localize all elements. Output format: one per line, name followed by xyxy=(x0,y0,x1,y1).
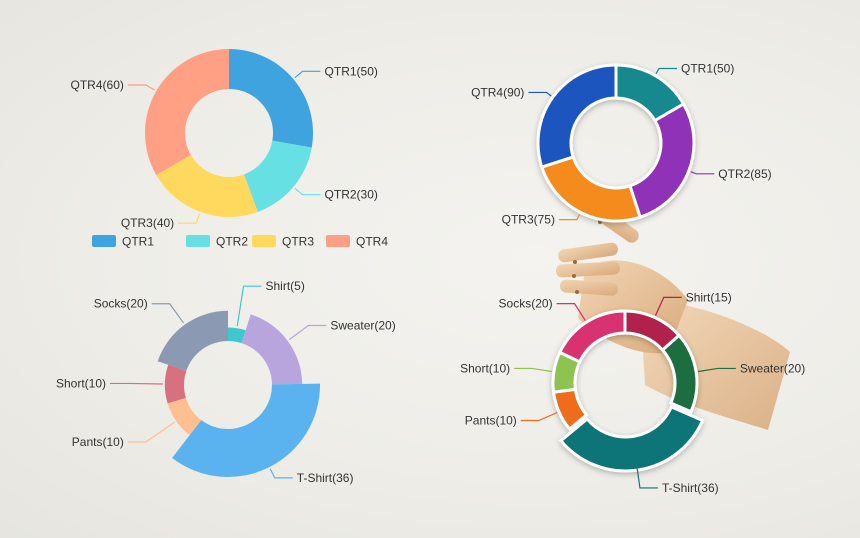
slice-pants xyxy=(167,397,202,436)
slice-t-shirt xyxy=(558,404,705,473)
data-label-qtr3: QTR3(75) xyxy=(502,213,555,227)
legend-swatch-qtr1[interactable] xyxy=(92,235,116,247)
leader-line-pants xyxy=(127,421,175,443)
legend-label-qtr1[interactable]: QTR1 xyxy=(122,235,154,249)
leader-line-qtr3 xyxy=(178,213,201,224)
slice-socks xyxy=(157,310,228,371)
data-label-shirt: Shirt(15) xyxy=(686,290,732,304)
slice-qtr4 xyxy=(144,49,229,175)
legend-label-qtr3[interactable]: QTR3 xyxy=(282,235,314,249)
leader-line-t-shirt xyxy=(636,468,658,489)
slice-sweater xyxy=(660,333,699,414)
data-label-qtr4: QTR4(60) xyxy=(71,78,124,92)
slice-sweater xyxy=(241,314,303,385)
leader-line-shirt xyxy=(654,296,682,316)
legend-swatch-qtr2[interactable] xyxy=(186,235,210,247)
data-label-pants: Pants(10) xyxy=(465,414,517,428)
slice-socks xyxy=(557,309,627,364)
leader-line-qtr4 xyxy=(127,84,155,91)
leader-line-qtr1 xyxy=(294,70,321,79)
leader-line-qtr3 xyxy=(558,214,581,221)
data-label-pants: Pants(10) xyxy=(72,435,124,449)
slice-shirt xyxy=(228,327,246,344)
leader-line-socks xyxy=(151,303,185,324)
data-label-qtr1: QTR1(50) xyxy=(325,64,378,78)
data-label-short: Short(10) xyxy=(460,361,510,375)
leader-line-socks xyxy=(556,303,586,321)
legend-swatch-qtr3[interactable] xyxy=(252,235,276,247)
slice-qtr2 xyxy=(244,140,312,212)
data-label-socks: Socks(20) xyxy=(499,297,553,311)
data-label-t-shirt: T-Shirt(36) xyxy=(662,481,719,495)
leader-line-qtr2 xyxy=(294,187,321,196)
legend-swatch-qtr4[interactable] xyxy=(326,235,350,247)
data-label-shirt: Shirt(5) xyxy=(265,279,304,293)
slice-qtr4 xyxy=(536,63,618,169)
chart-legend: QTR1 QTR2 QTR3 QTR4 xyxy=(92,235,388,249)
leader-line-pants xyxy=(520,411,558,422)
data-label-qtr3: QTR3(40) xyxy=(121,216,174,230)
legend-label-qtr4[interactable]: QTR4 xyxy=(356,235,388,249)
leader-line-qtr1 xyxy=(655,67,677,75)
slice-qtr3 xyxy=(156,155,258,217)
leader-line-qtr4 xyxy=(528,91,552,97)
data-label-t-shirt: T-Shirt(36) xyxy=(297,471,354,485)
leader-line-short xyxy=(514,367,552,373)
leader-line-sweater xyxy=(698,367,736,373)
data-label-sweater: Sweater(20) xyxy=(330,318,395,332)
slice-qtr1 xyxy=(229,49,313,148)
data-label-sweater: Sweater(20) xyxy=(740,361,805,375)
data-label-qtr2: QTR2(30) xyxy=(325,188,378,202)
slice-t-shirt xyxy=(172,383,320,478)
data-label-socks: Socks(20) xyxy=(94,297,148,311)
leader-line-shirt xyxy=(236,285,262,327)
legend-label-qtr2[interactable]: QTR2 xyxy=(216,235,248,249)
data-label-qtr2: QTR2(85) xyxy=(718,167,771,181)
data-label-qtr4: QTR4(90) xyxy=(471,85,524,99)
leader-line-short xyxy=(110,382,163,385)
leader-line-sweater xyxy=(288,324,327,341)
data-label-short: Short(10) xyxy=(56,376,106,390)
leader-line-qtr2 xyxy=(690,171,715,175)
slice-short xyxy=(164,364,187,404)
leader-line-t-shirt xyxy=(269,468,293,479)
data-label-qtr1: QTR1(50) xyxy=(681,62,734,76)
